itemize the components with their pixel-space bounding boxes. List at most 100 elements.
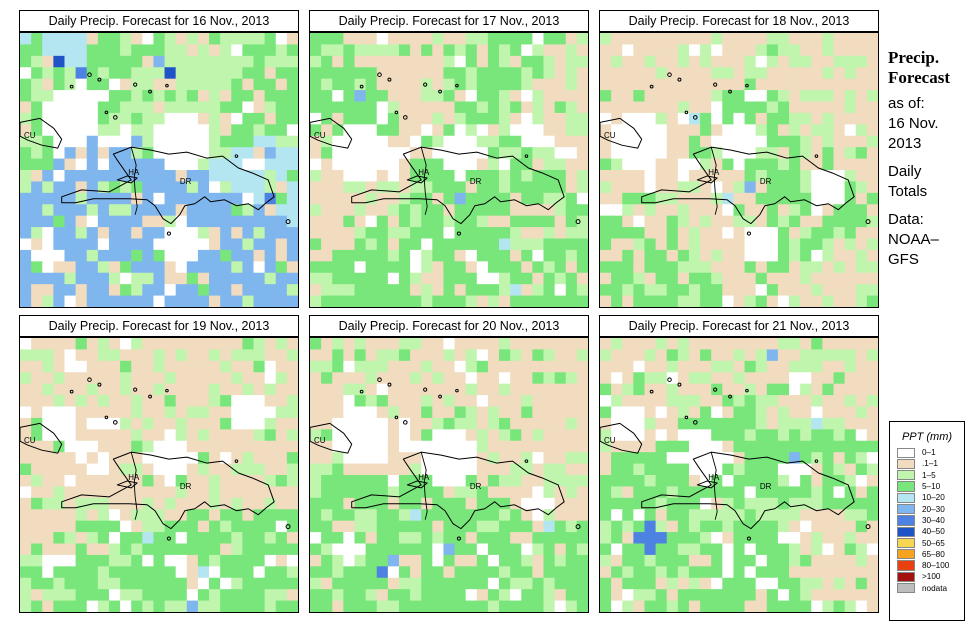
gonave-outline [406, 480, 428, 489]
islet [394, 110, 399, 115]
as-of-line3: 2013 [888, 135, 922, 152]
precip-cells [600, 338, 878, 612]
islet [234, 459, 239, 463]
legend-swatch [897, 583, 915, 594]
legend-swatch [897, 560, 915, 571]
cuba-outline [600, 117, 643, 149]
islet [713, 82, 718, 87]
country-label-haiti: HA [128, 473, 140, 482]
forecast-panel-nov16: Daily Precip. Forecast for 16 Nov., 2013… [19, 10, 299, 308]
islet [423, 387, 428, 392]
precip-map: CU HA DR [19, 32, 299, 308]
country-label-haiti: HA [418, 168, 430, 177]
precip-cells [310, 338, 588, 612]
islet [87, 377, 92, 382]
precip-grid: CU HA DR [19, 32, 299, 308]
cuba-outline [310, 117, 353, 149]
legend-swatch [897, 515, 915, 526]
legend-item: 0–1 [897, 447, 964, 458]
coastline [600, 377, 871, 541]
cuba-outline [20, 422, 63, 454]
legend-swatch [897, 470, 915, 481]
side-title-line2: Forecast [888, 68, 950, 87]
legend-label: 5–10 [922, 482, 941, 492]
islet [166, 536, 172, 541]
islet [667, 72, 672, 77]
islet [387, 77, 392, 82]
forecast-panel-nov18: Daily Precip. Forecast for 18 Nov., 2013… [599, 10, 879, 308]
coastline [310, 377, 581, 541]
islet [649, 84, 654, 89]
gonave-outline [406, 175, 428, 184]
islet [438, 89, 442, 94]
islet [745, 83, 749, 88]
islet [165, 388, 169, 393]
precip-map: CU HA DR [599, 337, 879, 613]
panel-title: Daily Precip. Forecast for 21 Nov., 2013 [599, 315, 879, 337]
islet [403, 420, 408, 425]
islet [377, 377, 382, 382]
legend-title: PPT (mm) [901, 431, 953, 443]
hispaniola-outline [61, 146, 275, 225]
country-label-haiti: HA [418, 473, 430, 482]
side-title-line1: Precip. [888, 48, 940, 67]
islet [133, 82, 138, 87]
hispaniola-outline [61, 451, 275, 530]
border-line [710, 452, 718, 520]
islet [69, 389, 74, 394]
country-label-dominican_republic: DR [760, 482, 772, 491]
legend-item: 20–30 [897, 503, 964, 515]
islet [728, 89, 732, 94]
precip-cells [20, 338, 298, 612]
country-label-dominican_republic: DR [760, 177, 772, 186]
islet [693, 420, 698, 425]
legend-item: 65–80 [897, 549, 964, 560]
precip-cells [310, 33, 588, 307]
coastline [310, 72, 581, 236]
islet [746, 536, 752, 541]
islet [148, 394, 152, 399]
islet [148, 89, 152, 94]
islet [104, 415, 109, 420]
country-label-haiti: HA [708, 473, 720, 482]
precip-grid: CU HA DR [309, 337, 589, 613]
country-label-cuba: CU [314, 131, 326, 140]
islet [649, 389, 654, 394]
islet [69, 84, 74, 89]
islet [166, 231, 172, 236]
islet [455, 83, 459, 88]
precip-grid: CU HA DR [599, 32, 879, 308]
legend-item: 5–10 [897, 481, 964, 492]
islet [359, 84, 364, 89]
hispaniola-outline [351, 146, 565, 225]
coastline [20, 72, 291, 236]
border-line [130, 452, 138, 520]
legend-label: 40–50 [922, 527, 945, 537]
legend-swatch [897, 537, 915, 549]
data-source-line1: Data: [888, 211, 924, 228]
legend-swatch [897, 447, 915, 458]
coastline [20, 377, 291, 541]
coastline [600, 72, 871, 236]
legend-label: nodata [922, 583, 948, 593]
country-label-cuba: CU [24, 436, 36, 445]
border-line [420, 147, 428, 215]
as-of-block: as of: 16 Nov. 2013 [888, 94, 973, 154]
cuba-outline [600, 422, 643, 454]
islet [438, 394, 442, 399]
islet [133, 387, 138, 392]
islet [234, 154, 239, 158]
country-label-cuba: CU [604, 436, 616, 445]
islet [713, 387, 718, 392]
gonave-outline [116, 175, 138, 184]
precip-map: CU HA DR [309, 337, 589, 613]
legend-label: 65–80 [922, 549, 945, 559]
legend-label: 0–1 [922, 448, 936, 458]
gonave-outline [696, 480, 718, 489]
precip-cells [20, 33, 298, 307]
legend-swatch [897, 549, 915, 560]
islet [359, 389, 364, 394]
legend-swatch [897, 492, 915, 503]
cuba-outline [310, 422, 353, 454]
hispaniola-outline [641, 451, 855, 530]
